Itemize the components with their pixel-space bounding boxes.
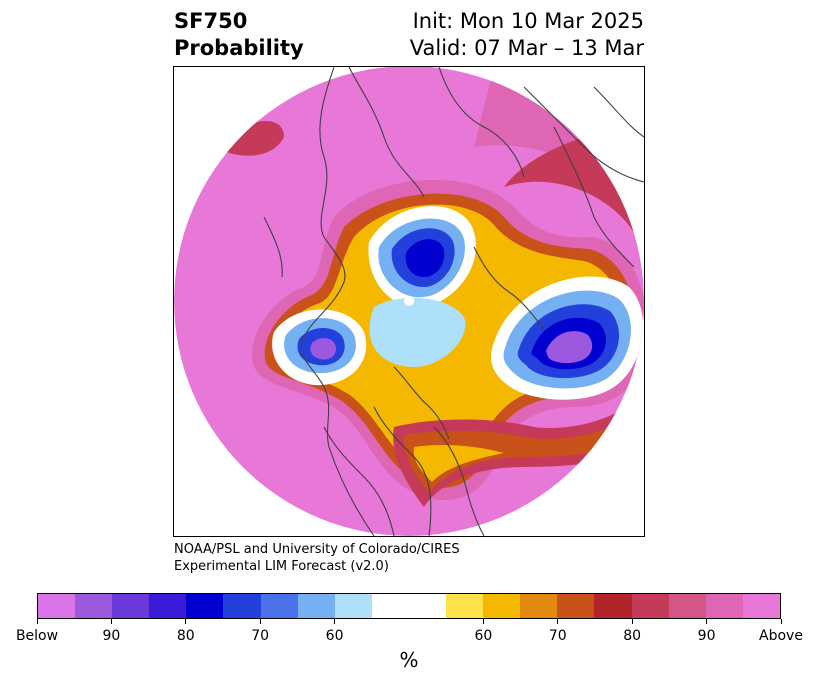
- title-measure: Probability: [174, 36, 304, 60]
- map-canvas: [174, 67, 644, 536]
- colorbar-segment: [149, 594, 187, 618]
- colorbar-segment: [186, 594, 224, 618]
- coastlines: [263, 67, 644, 536]
- colorbar-segment: [594, 594, 632, 618]
- colorbar-tick-label: 80: [623, 628, 642, 644]
- below-region-hudson: [369, 297, 466, 367]
- colorbar-tick-mark: [110, 619, 112, 624]
- colorbar-tick-label: 90: [697, 628, 716, 644]
- colorbar-segment: [483, 594, 521, 618]
- colorbar-segment: [334, 594, 372, 618]
- colorbar-tick-mark: [334, 619, 336, 624]
- colorbar-tick-mark: [631, 619, 633, 624]
- colorbar-tick-label: 90: [102, 628, 121, 644]
- below-region-east: [491, 276, 644, 400]
- valid-range: Valid: 07 Mar – 13 Mar: [409, 36, 644, 60]
- colorbar-tick-mark: [780, 619, 782, 624]
- colorbar-tick-label: Above: [759, 628, 803, 644]
- colorbar-segment: [446, 594, 484, 618]
- colorbar-segment: [408, 594, 447, 618]
- colorbar-segment: [223, 594, 261, 618]
- colorbar-segment: [260, 594, 298, 618]
- colorbar-segment: [705, 594, 743, 618]
- init-date: Init: Mon 10 Mar 2025: [412, 9, 644, 33]
- colorbar-tick-mark: [185, 619, 187, 624]
- colorbar-tick-label: 80: [176, 628, 195, 644]
- colorbar-segment: [75, 594, 113, 618]
- credit-line-2: Experimental LIM Forecast (v2.0): [174, 559, 389, 574]
- colorbar-segment: [38, 594, 76, 618]
- above-region-northwest: [214, 120, 284, 156]
- colorbar-tick-mark: [259, 619, 261, 624]
- north-pole-marker: [404, 296, 414, 306]
- probability-field: [174, 67, 644, 536]
- forecast-dates: Init: Mon 10 Mar 2025 Valid: 07 Mar – 13…: [410, 8, 644, 62]
- colorbar-tick-label: 70: [251, 628, 270, 644]
- colorbar-segment: [742, 594, 780, 618]
- colorbar-tick-label: 60: [474, 628, 493, 644]
- colorbar-segment: [631, 594, 669, 618]
- colorbar-segment: [371, 594, 409, 618]
- below-region-west: [272, 309, 367, 386]
- title-variable: SF750: [174, 9, 248, 33]
- colorbar-tick-mark: [482, 619, 484, 624]
- credit-line-1: NOAA/PSL and University of Colorado/CIRE…: [174, 542, 460, 557]
- colorbar-tick-mark: [557, 619, 559, 624]
- chart-title: SF750 Probability: [174, 8, 304, 62]
- colorbar-segment: [297, 594, 335, 618]
- colorbar: [37, 593, 781, 619]
- colorbar-tick-label: 60: [325, 628, 344, 644]
- above-region-eastern-us: [393, 397, 644, 507]
- colorbar-tick-label: 70: [548, 628, 567, 644]
- colorbar-tick-mark: [706, 619, 708, 624]
- colorbar-segment: [520, 594, 558, 618]
- polar-map: [173, 66, 645, 537]
- below-region-north: [368, 206, 476, 308]
- colorbar-segment: [557, 594, 595, 618]
- colorbar-segment: [668, 594, 706, 618]
- colorbar-tick-mark: [36, 619, 38, 624]
- colorbar-tick-label: Below: [15, 628, 59, 644]
- credit-text: NOAA/PSL and University of Colorado/CIRE…: [174, 541, 460, 575]
- colorbar-segment: [112, 594, 150, 618]
- colorbar-unit: %: [399, 648, 419, 672]
